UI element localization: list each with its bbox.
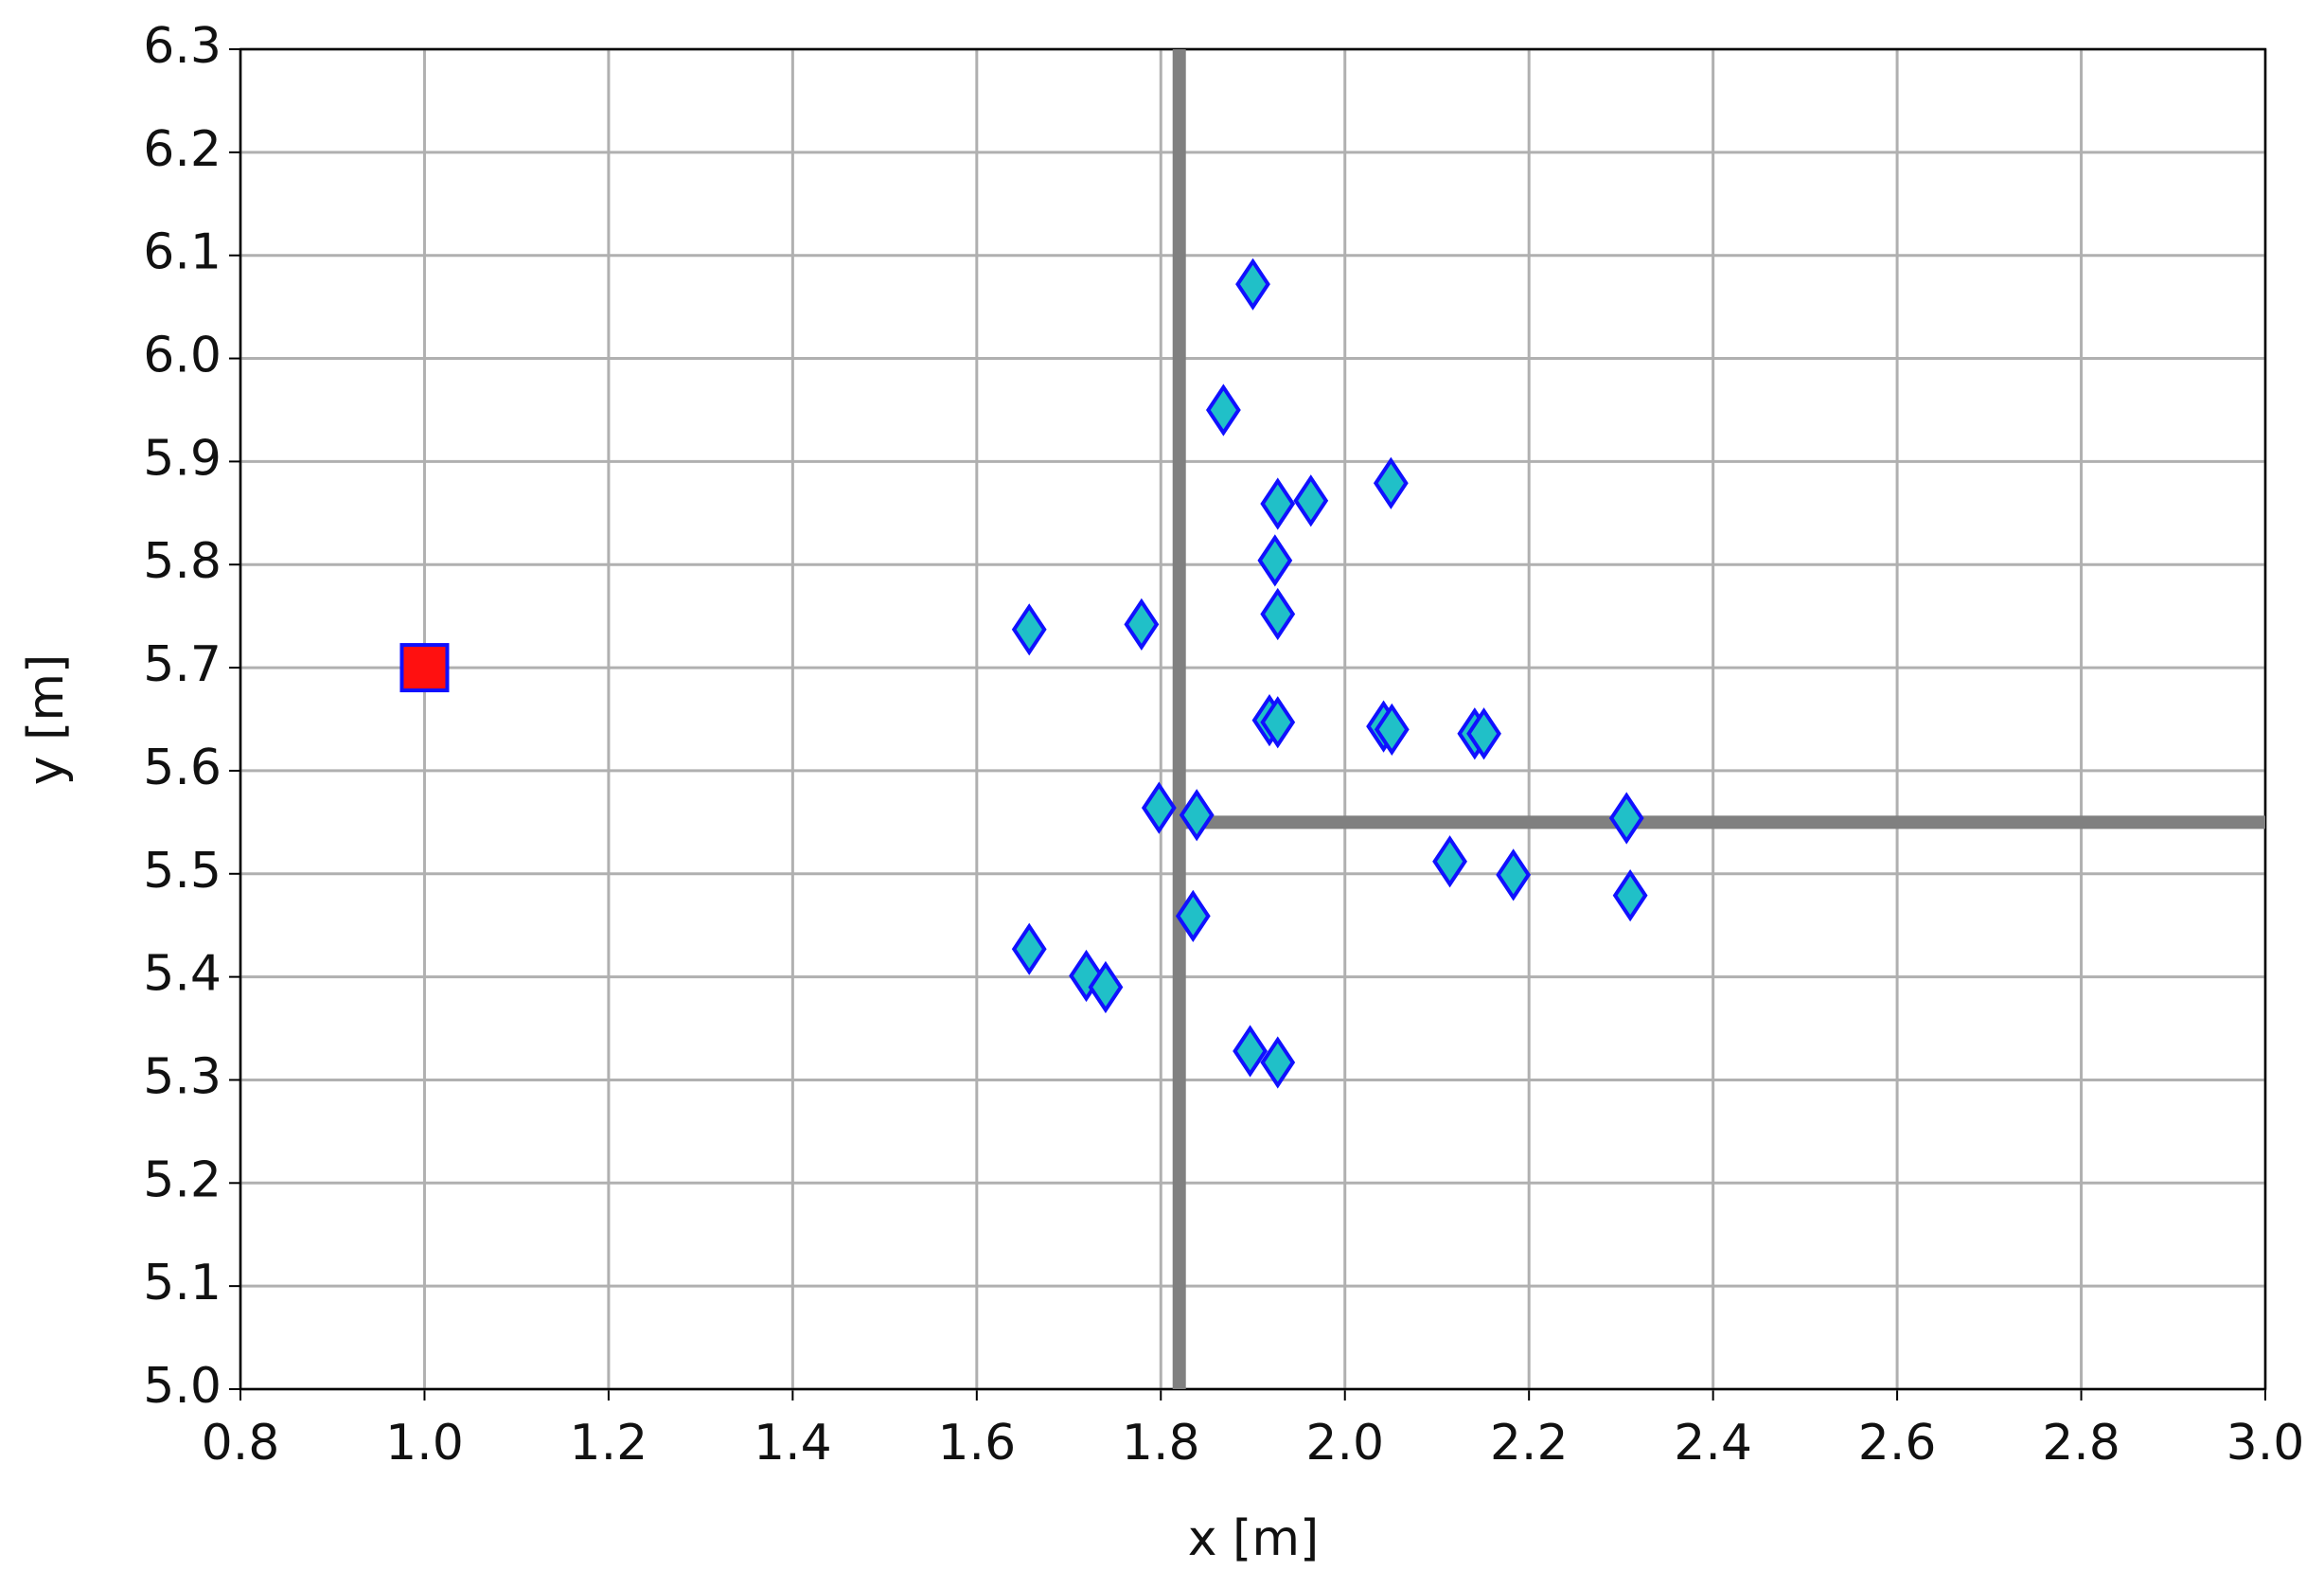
y-tick-label: 6.2: [143, 121, 222, 178]
y-tick-label: 5.6: [143, 740, 222, 796]
y-tick-label: 5.4: [143, 946, 222, 1003]
diamond-marker: [1466, 707, 1501, 760]
x-tick-label: 1.2: [570, 1415, 648, 1472]
x-tick-label: 0.8: [202, 1415, 280, 1472]
diamond-marker: [1235, 258, 1270, 311]
diamond-marker: [1088, 960, 1124, 1014]
y-tick-label: 5.7: [143, 636, 222, 693]
diamond-marker: [1011, 603, 1047, 656]
plot-frame: [239, 47, 2267, 1391]
diamond-marker: [1260, 696, 1296, 749]
x-tick-label: 1.4: [754, 1415, 832, 1472]
diamond-marker: [1608, 792, 1644, 845]
x-tick-label: 1.8: [1122, 1415, 1200, 1472]
x-tick-label: 2.4: [1674, 1415, 1752, 1472]
diamond-marker: [1233, 1025, 1268, 1078]
y-tick-label: 5.0: [143, 1358, 222, 1415]
x-tick-label: 2.6: [1858, 1415, 1937, 1472]
square-marker: [399, 643, 450, 693]
diamond-marker: [1496, 848, 1532, 901]
diamond-marker: [1257, 534, 1293, 587]
diamond-marker: [1069, 949, 1104, 1003]
diamond-marker: [1260, 1036, 1296, 1089]
x-tick-label: 2.8: [2042, 1415, 2120, 1472]
x-tick-label: 1.0: [385, 1415, 464, 1472]
y-tick-label: 5.8: [143, 533, 222, 590]
diamond-marker: [1373, 456, 1409, 509]
y-tick-label: 6.3: [143, 18, 222, 75]
y-tick-label: 5.2: [143, 1151, 222, 1208]
y-axis-label: y [m]: [18, 654, 75, 786]
x-tick-label: 1.6: [937, 1415, 1016, 1472]
diamond-marker: [1612, 869, 1648, 922]
diamond-marker: [1374, 703, 1410, 756]
x-tick-label: 3.0: [2226, 1415, 2305, 1472]
x-tick-label: 2.0: [1305, 1415, 1384, 1472]
x-axis-label: x [m]: [1188, 1510, 1320, 1567]
diamond-marker: [1293, 474, 1329, 527]
diamond-marker: [1179, 789, 1215, 842]
diamond-marker: [1011, 922, 1047, 975]
diamond-marker: [1432, 835, 1467, 888]
diamond-marker: [1260, 587, 1296, 641]
diamond-marker: [1141, 781, 1177, 834]
y-tick-label: 5.5: [143, 843, 222, 900]
diamond-marker: [1175, 889, 1211, 943]
y-tick-label: 6.0: [143, 328, 222, 384]
diamond-marker: [1124, 598, 1160, 651]
y-tick-label: 5.3: [143, 1048, 222, 1105]
x-tick-label: 2.2: [1490, 1415, 1569, 1472]
diamond-marker: [1260, 477, 1296, 530]
y-tick-label: 5.9: [143, 430, 222, 487]
diamond-marker: [1205, 384, 1241, 437]
y-tick-label: 5.1: [143, 1255, 222, 1311]
y-tick-label: 6.1: [143, 224, 222, 281]
